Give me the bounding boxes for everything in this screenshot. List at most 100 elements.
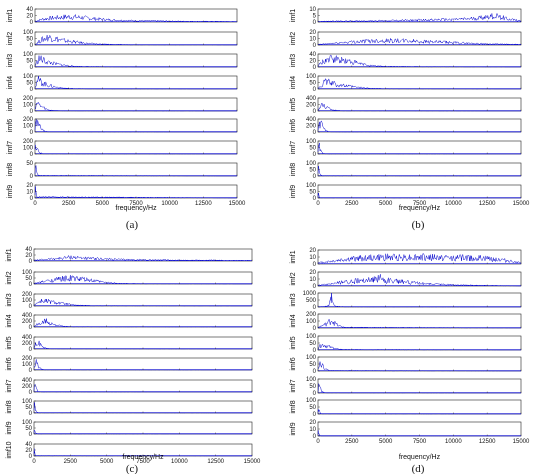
panel-frame (33, 421, 253, 435)
y-tick-label: 20 (26, 183, 33, 189)
y-tick-label: 100 (306, 334, 317, 340)
panel-label: imf4 (6, 314, 13, 327)
x-tick-label: 0 (32, 459, 36, 465)
panel-frame (33, 379, 253, 393)
y-tick-label: 0 (30, 43, 34, 49)
y-tick-label: 40 (26, 7, 33, 13)
y-tick-label: 40 (25, 442, 32, 448)
y-tick-label: 100 (22, 270, 33, 276)
panel-label: imf7 (290, 141, 297, 154)
y-tick-label: 0 (313, 130, 317, 136)
y-tick-label: 0 (313, 20, 317, 26)
panel-label: imf1 (6, 248, 13, 261)
y-tick-label: 100 (306, 139, 317, 145)
y-tick-label: 100 (306, 161, 317, 167)
x-tick-label: 0 (316, 439, 320, 445)
panel-label: imf1 (290, 250, 297, 263)
y-tick-label: 50 (26, 81, 33, 87)
y-tick-label: 0 (30, 65, 34, 71)
y-tick-label: 0 (29, 411, 33, 417)
panel-frame (317, 162, 522, 177)
x-axis-label: frequency/Hz (399, 454, 441, 461)
x-tick-label: 0 (33, 201, 37, 207)
y-tick-label: 0 (313, 43, 317, 49)
x-tick-label: 15000 (229, 201, 246, 207)
y-tick-label: 200 (22, 384, 33, 390)
y-tick-label: 50 (309, 362, 316, 368)
panel-label: imf4 (290, 314, 297, 327)
y-tick-label: 0 (30, 20, 34, 26)
y-tick-label: 0 (313, 348, 317, 354)
panel-frame (34, 184, 238, 199)
panel-label: imf5 (290, 98, 297, 111)
y-tick-label: 0 (30, 109, 34, 115)
y-tick-label: 0 (29, 304, 33, 310)
y-tick-label: 0 (29, 347, 33, 353)
panel-frame (34, 140, 238, 155)
y-tick-label: 200 (306, 103, 317, 109)
y-tick-label: 100 (23, 30, 34, 36)
series-line-imf1 (317, 253, 522, 264)
y-tick-label: 100 (306, 398, 317, 404)
y-tick-label: 400 (306, 96, 317, 102)
panel-frame (34, 75, 238, 90)
y-tick-label: 0 (30, 174, 34, 180)
y-tick-label: 0 (313, 262, 317, 268)
y-tick-label: 50 (26, 37, 33, 43)
y-tick-label: 0 (313, 412, 317, 418)
panel-label: imf1 (7, 9, 14, 22)
panel-label: imf9 (290, 185, 297, 198)
x-tick-label: 2500 (64, 459, 78, 465)
panel-label: imf2 (6, 271, 13, 284)
panel-label: imf5 (6, 336, 13, 349)
y-tick-label: 100 (23, 124, 34, 130)
y-tick-label: 0 (29, 390, 33, 396)
y-tick-label: 0 (313, 152, 317, 158)
y-tick-label: 0 (313, 391, 317, 397)
y-tick-label: 50 (309, 81, 316, 87)
panel-label: imf1 (290, 9, 297, 22)
x-tick-label: 15000 (513, 201, 530, 207)
panel-label: imf4 (290, 76, 297, 89)
y-tick-label: 0 (313, 369, 317, 375)
y-tick-label: 0 (29, 325, 33, 331)
panel-label: imf7 (290, 379, 297, 392)
panel-label: imf9 (290, 422, 297, 435)
y-tick-label: 200 (306, 124, 317, 130)
x-tick-label: 7500 (413, 201, 427, 207)
y-tick-label: 200 (23, 117, 34, 123)
panel-label: imf4 (7, 76, 14, 89)
y-tick-label: 0 (29, 282, 33, 288)
x-tick-label: 7500 (136, 459, 150, 465)
y-tick-label: 10 (309, 255, 316, 261)
panel-frame (34, 97, 238, 112)
x-tick-label: 15000 (244, 459, 261, 465)
y-tick-label: 100 (22, 399, 33, 405)
panel-label: imf5 (7, 98, 14, 111)
panel-label: imf3 (290, 54, 297, 67)
x-tick-label: 10000 (171, 459, 188, 465)
y-tick-label: 0 (313, 326, 317, 332)
y-tick-label: 0 (30, 130, 34, 136)
y-tick-label: 50 (309, 405, 316, 411)
x-tick-label: 0 (316, 201, 320, 207)
y-tick-label: 100 (22, 298, 33, 304)
y-tick-label: 5 (313, 14, 317, 20)
panel-frame (34, 53, 238, 68)
y-tick-label: 20 (309, 270, 316, 276)
y-tick-label: 50 (309, 384, 316, 390)
y-tick-label: 50 (309, 341, 316, 347)
